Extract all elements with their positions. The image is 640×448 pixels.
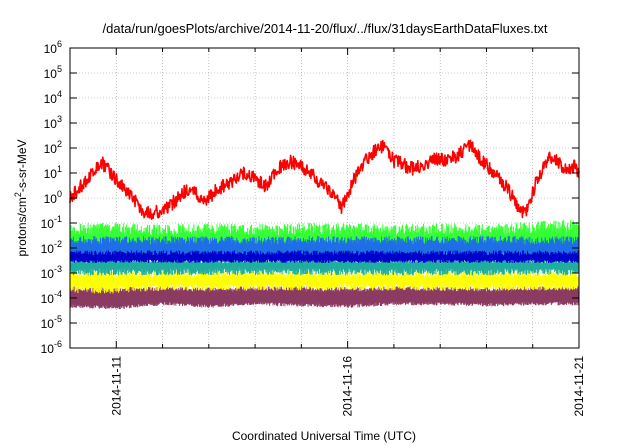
- x-tick-label: 2014-11-11: [109, 356, 123, 416]
- y-tick-label: 10-4: [41, 289, 62, 306]
- y-tick-label: 10-1: [41, 214, 62, 231]
- y-tick-label: 106: [44, 39, 62, 56]
- x-tick-labels: 2014-11-11 2014-11-16 2014-11-21: [109, 356, 586, 417]
- y-tick-label: 105: [44, 64, 62, 81]
- chart-title: /data/run/goesPlots/archive/2014-11-20/f…: [103, 21, 548, 36]
- y-tick-label: 10-6: [41, 339, 62, 356]
- y-tick-label: 104: [44, 89, 62, 106]
- x-axis-label: Coordinated Universal Time (UTC): [232, 429, 416, 443]
- y-tick-label: 10-5: [41, 314, 62, 331]
- y-tick-label: 102: [44, 139, 62, 156]
- series-line: [69, 139, 580, 220]
- y-tick-label: 100: [44, 189, 62, 206]
- series-7: [69, 139, 580, 220]
- y-tick-label: 10-3: [41, 264, 62, 281]
- y-axis-label: protons/cm2-s-sr-MeV: [13, 139, 29, 256]
- y-tick-label: 10-2: [41, 239, 62, 256]
- y-tick-labels: 10-6 10-5 10-4 10-3 10-2 10-1 100 101 102 103 104 1…: [41, 39, 62, 356]
- x-tick-label: 2014-11-21: [572, 356, 586, 417]
- tick-marks: [70, 47, 580, 349]
- y-tick-label: 101: [44, 164, 62, 181]
- x-tick-label: 2014-11-16: [341, 356, 355, 417]
- y-tick-label: 103: [44, 114, 62, 131]
